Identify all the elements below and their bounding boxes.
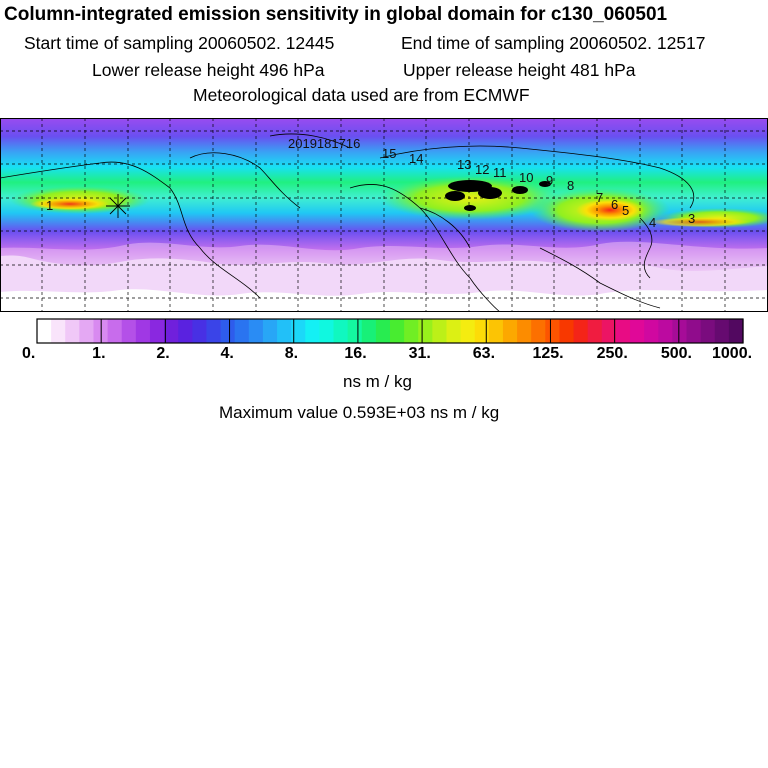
colorbar-cell [277, 319, 292, 343]
trajectory-label: 2019181716 [288, 136, 360, 151]
colorbar-cell [65, 319, 80, 343]
trajectory-label: 15 [382, 146, 396, 161]
colorbar-cell [474, 319, 490, 343]
colorbar-cell [714, 319, 730, 343]
colorbar-cell [220, 319, 236, 343]
colorbar-cell [192, 319, 208, 343]
trajectory-label: 12 [475, 162, 489, 177]
colorbar-cell [51, 319, 66, 343]
upper-release-height-label: Upper release height 481 hPa [403, 60, 636, 80]
trajectory-label: 13 [457, 157, 471, 172]
colorbar-tick-label: 125. [532, 345, 564, 362]
trajectory-label: 8 [567, 178, 574, 193]
colorbar-cell [686, 319, 702, 343]
trajectory-label: 4 [649, 215, 656, 230]
sensitivity-map: 1 2019181716 15 14 13 12 11 10 9 8 7 6 5… [0, 118, 768, 312]
trajectory-label: 10 [519, 170, 533, 185]
colorbar-cell [418, 319, 433, 343]
lower-release-height-label: Lower release height 496 hPa [92, 60, 325, 80]
trajectory-label: 1 [46, 198, 53, 213]
colorbar-cell [291, 319, 306, 343]
met-data-label: Meteorological data used are from ECMWF [193, 85, 530, 105]
colorbar-cell [545, 319, 561, 343]
graticule [0, 118, 768, 312]
colorbar-tick-label: 2. [156, 345, 170, 362]
colorbar-cell [206, 319, 222, 343]
colorbar-cell [432, 319, 448, 343]
colorbar-cell [121, 319, 137, 343]
units-label: ns m / kg [343, 372, 412, 391]
colorbar-cell [347, 319, 363, 343]
trajectory-label: 9 [546, 173, 553, 188]
colorbar-tick-label: 4. [220, 345, 234, 362]
colorbar-cell [262, 319, 278, 343]
release-points [445, 180, 551, 211]
colorbar-cell [164, 319, 179, 343]
colorbar-cell [517, 319, 532, 343]
colorbar-cell [728, 319, 744, 343]
colorbar-cell [658, 319, 673, 343]
release-site-marker [106, 194, 130, 218]
colorbar-cell [700, 319, 716, 343]
colorbar-cell [37, 319, 52, 343]
colorbar-cell [601, 319, 617, 343]
end-time-label: End time of sampling 20060502. 12517 [401, 33, 706, 53]
colorbar-cell [135, 319, 151, 343]
colorbar-cell [79, 319, 95, 343]
trajectory-label: 11 [493, 165, 507, 180]
colorbar-cell [305, 319, 320, 343]
colorbar-cell [234, 319, 250, 343]
colorbar-cell [573, 319, 589, 343]
trajectory-label: 6 [611, 197, 618, 212]
colorbar-cell [178, 319, 193, 343]
trajectory-label: 5 [622, 203, 629, 218]
maximum-value-label: Maximum value 0.593E+03 ns m / kg [219, 403, 500, 422]
colorbar-cell [404, 319, 419, 343]
colorbar-cell [460, 319, 476, 343]
colorbar-tick-label: 31. [408, 345, 431, 362]
colorbar-tick-label: 250. [596, 345, 628, 362]
colorbar-tick-label: 0. [22, 345, 36, 362]
colorbar-cell [446, 319, 462, 343]
max-sensitivity-region [576, 199, 644, 221]
start-time-label: Start time of sampling 20060502. 12445 [24, 33, 335, 53]
colorbar-cell [587, 319, 603, 343]
colorbar-cell [630, 319, 645, 343]
colorbar-cell [361, 319, 377, 343]
coastlines [0, 133, 695, 312]
trajectory-label: 3 [688, 211, 695, 226]
colorbar-cell [559, 319, 575, 343]
colorbar-tick-label: 1000. [712, 345, 753, 362]
colorbar-cell [107, 319, 123, 343]
colorbar-cell [390, 319, 405, 343]
colorbar-cell [644, 319, 659, 343]
colorbar-tick-label: 8. [284, 345, 299, 362]
trajectory-label: 7 [596, 190, 603, 205]
colorbar-cell [375, 319, 391, 343]
colorbar-tick-label: 500. [660, 345, 692, 362]
trajectory-label: 14 [409, 151, 423, 166]
colorbar-cell [319, 319, 335, 343]
colorbar-cell [672, 319, 688, 343]
colorbar-cell [149, 319, 165, 343]
colorbar-tick-label: 16. [344, 345, 367, 362]
plot-title: Column-integrated emission sensitivity i… [4, 4, 668, 25]
colorbar-cell [488, 319, 504, 343]
colorbar-cell [502, 319, 518, 343]
colorbar-tick-label: 1. [92, 345, 106, 362]
colorbar-tick-label: 63. [472, 345, 496, 362]
colorbar-cell [248, 319, 264, 343]
color-scale-bar [36, 318, 744, 344]
colorbar-cell [531, 319, 546, 343]
colorbar-cell [615, 319, 631, 343]
colorbar-cell [333, 319, 349, 343]
